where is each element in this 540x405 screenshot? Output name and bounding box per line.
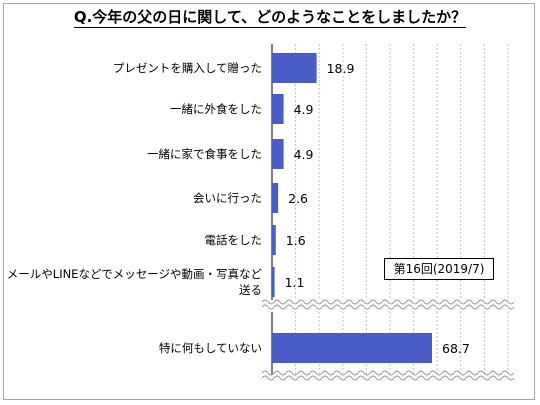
category-labels: プレゼントを購入して贈った一緒に外食をした一緒に家で食事をした会いに行った電話を…	[7, 61, 263, 355]
value-label: 1.1	[285, 275, 305, 290]
axis-break-line	[261, 375, 515, 381]
grid-lines	[271, 44, 509, 375]
chart-frame	[3, 3, 535, 400]
category-label: プレゼントを購入して贈った	[113, 61, 262, 75]
category-label: 一緒に外食をした	[170, 102, 262, 116]
category-label: 送る	[239, 283, 262, 297]
bar	[272, 267, 275, 297]
bar	[272, 139, 284, 169]
axis-break-line	[261, 299, 515, 305]
bar	[272, 225, 276, 255]
category-label: 一緒に家で食事をした	[147, 147, 262, 161]
value-label: 1.6	[286, 233, 306, 248]
value-label: 2.6	[288, 191, 308, 206]
bar	[272, 53, 317, 83]
category-label: 会いに行った	[193, 191, 262, 205]
category-label: 特に何もしていない	[159, 341, 262, 355]
bar	[272, 94, 284, 124]
value-label: 18.9	[327, 61, 355, 76]
survey-note: 第16回(2019/7)	[384, 258, 494, 280]
axis-break-line	[261, 370, 515, 376]
bars	[272, 53, 432, 363]
axis-break-line	[261, 304, 515, 310]
bar	[272, 333, 432, 363]
value-label: 68.7	[442, 341, 470, 356]
value-labels: 18.9 4.9 4.9 2.6 1.6 1.1 68.7	[285, 61, 470, 356]
chart-title: Q.今年の父の日に関して、どのようなことをしましたか？	[73, 8, 467, 28]
value-label: 4.9	[294, 147, 314, 162]
value-label: 4.9	[294, 102, 314, 117]
category-label: メールやLINEなどでメッセージや動画・写真など	[7, 267, 263, 281]
bar	[272, 183, 279, 213]
axis-break-marks	[261, 299, 515, 381]
category-label: 電話をした	[205, 233, 263, 247]
